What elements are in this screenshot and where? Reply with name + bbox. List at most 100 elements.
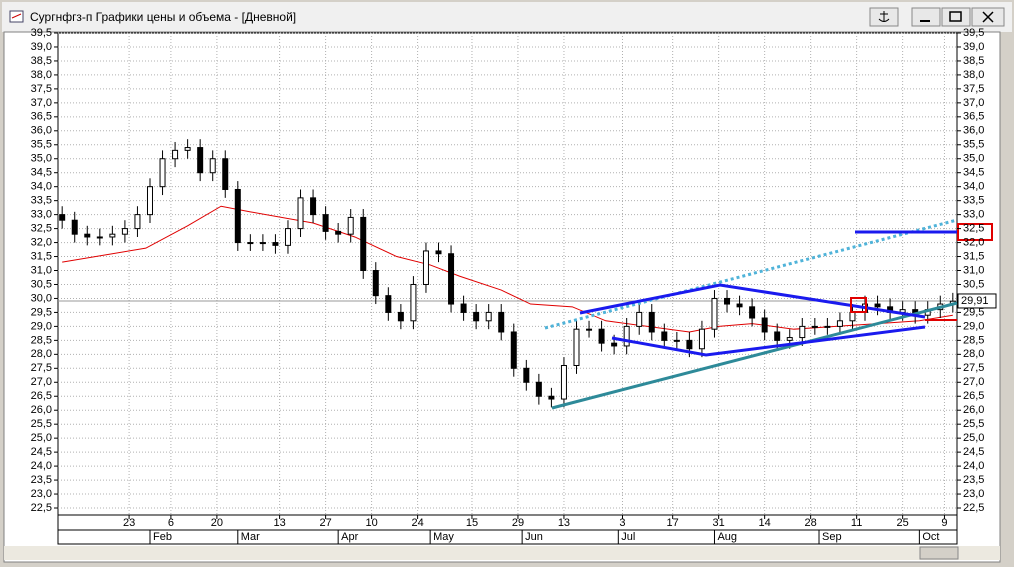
y2-tick-label: 38,5 bbox=[963, 55, 984, 67]
y-tick-label: 31,5 bbox=[31, 250, 52, 262]
candle-body bbox=[498, 311, 505, 333]
last-price-box bbox=[957, 293, 997, 309]
candle-body bbox=[197, 147, 204, 174]
y-tick-label: 26,0 bbox=[31, 404, 52, 416]
y2-tick-label: 32,0 bbox=[963, 236, 984, 248]
candle-body bbox=[322, 214, 329, 232]
candle-body bbox=[648, 311, 655, 333]
y2-tick-label: 26,0 bbox=[963, 404, 984, 416]
candle-body bbox=[736, 303, 743, 308]
maximize-icon bbox=[949, 11, 962, 22]
month-label: Apr bbox=[341, 531, 358, 543]
candle-body bbox=[874, 303, 881, 308]
candle-body bbox=[786, 337, 793, 341]
y2-tick-label: 27,0 bbox=[963, 376, 984, 388]
y2-tick-label: 36,5 bbox=[963, 111, 984, 123]
y2-tick-label: 37,5 bbox=[963, 83, 984, 95]
y-tick-label: 33,5 bbox=[31, 195, 52, 207]
y2-tick-label: 30,5 bbox=[963, 278, 984, 290]
marker-box bbox=[850, 297, 867, 313]
candle-body bbox=[335, 230, 342, 235]
triangle-bottom bbox=[611, 325, 926, 357]
y-tick-label: 22,5 bbox=[31, 502, 52, 514]
trend-line bbox=[551, 301, 958, 410]
candle-body bbox=[96, 236, 103, 239]
y2-tick-label: 32,5 bbox=[963, 223, 984, 235]
triangle-top bbox=[579, 283, 926, 319]
y2-tick-label: 37,0 bbox=[963, 97, 984, 109]
month-label: Jun bbox=[525, 531, 543, 543]
candle-body bbox=[109, 233, 116, 238]
window-icon-line bbox=[11, 13, 22, 19]
x-tick-label: 14 bbox=[759, 517, 771, 529]
candle-body bbox=[849, 311, 856, 322]
month-label: Mar bbox=[241, 531, 260, 543]
y-tick-label: 29,5 bbox=[31, 306, 52, 318]
candle-body bbox=[59, 214, 66, 221]
candle-body bbox=[84, 233, 91, 238]
candle-body bbox=[234, 188, 241, 244]
candle-body bbox=[397, 311, 404, 322]
y-tick-label: 27,0 bbox=[31, 376, 52, 388]
y-tick-label: 24,5 bbox=[31, 446, 52, 458]
candle-body bbox=[460, 303, 467, 313]
y2-tick-label: 31,5 bbox=[963, 250, 984, 262]
y-tick-label: 30,0 bbox=[31, 292, 52, 304]
month-label: Sep bbox=[822, 531, 842, 543]
candle-body bbox=[724, 297, 731, 305]
scroll-thumb[interactable] bbox=[919, 546, 959, 560]
x-tick-label: 11 bbox=[851, 517, 862, 529]
candle-body bbox=[686, 339, 693, 350]
y2-tick-label: 26,5 bbox=[963, 390, 984, 402]
x-tick-label: 13 bbox=[558, 517, 570, 529]
x-tick-label: 27 bbox=[319, 517, 331, 529]
candle-body bbox=[473, 311, 480, 322]
candle-body bbox=[259, 242, 266, 245]
candle-body bbox=[611, 342, 618, 347]
axis-marker-box bbox=[957, 223, 993, 241]
y-tick-label: 35,5 bbox=[31, 139, 52, 151]
anchor-icon bbox=[878, 11, 890, 22]
candle-body bbox=[698, 328, 705, 350]
candle-body bbox=[184, 147, 191, 151]
y2-tick-label: 36,0 bbox=[963, 125, 984, 137]
candle-body bbox=[385, 295, 392, 313]
month-label: Aug bbox=[717, 531, 737, 543]
candle-body bbox=[159, 158, 166, 188]
y2-tick-label: 28,5 bbox=[963, 334, 984, 346]
y-tick-label: 23,5 bbox=[31, 474, 52, 486]
y-tick-label: 31,0 bbox=[31, 264, 52, 276]
candle-body bbox=[297, 197, 304, 230]
y2-tick-label: 35,0 bbox=[963, 153, 984, 165]
month-label: May bbox=[433, 531, 454, 543]
y-tick-label: 35,0 bbox=[31, 153, 52, 165]
y2-tick-label: 39,5 bbox=[963, 27, 984, 39]
candle-body bbox=[209, 158, 216, 174]
candle-body bbox=[284, 228, 291, 246]
y2-tick-label: 25,5 bbox=[963, 418, 984, 430]
y2-tick-label: 38,0 bbox=[963, 69, 984, 81]
h-scrollbar[interactable] bbox=[4, 546, 1000, 560]
y2-tick-label: 34,0 bbox=[963, 181, 984, 193]
y-tick-label: 24,0 bbox=[31, 460, 52, 472]
candle-body bbox=[372, 270, 379, 297]
y-tick-label: 34,5 bbox=[31, 167, 52, 179]
title-bar bbox=[2, 2, 1012, 32]
candle-body bbox=[548, 395, 555, 400]
trend-drawings bbox=[544, 218, 993, 410]
minimize-button[interactable] bbox=[911, 7, 941, 27]
y-tick-label: 23,0 bbox=[31, 488, 52, 500]
y-tick-label: 28,5 bbox=[31, 334, 52, 346]
candle-body bbox=[121, 228, 128, 235]
candle-body bbox=[573, 328, 580, 367]
last-price-label: 29,91 bbox=[961, 295, 989, 307]
candle-body bbox=[535, 381, 542, 397]
y-tick-label: 37,5 bbox=[31, 83, 52, 95]
candle-body bbox=[598, 328, 605, 344]
y2-tick-label: 24,5 bbox=[963, 446, 984, 458]
candle-body bbox=[749, 306, 756, 319]
y-tick-label: 30,5 bbox=[31, 278, 52, 290]
candle-body bbox=[222, 158, 229, 190]
maximize-button[interactable] bbox=[941, 7, 971, 27]
